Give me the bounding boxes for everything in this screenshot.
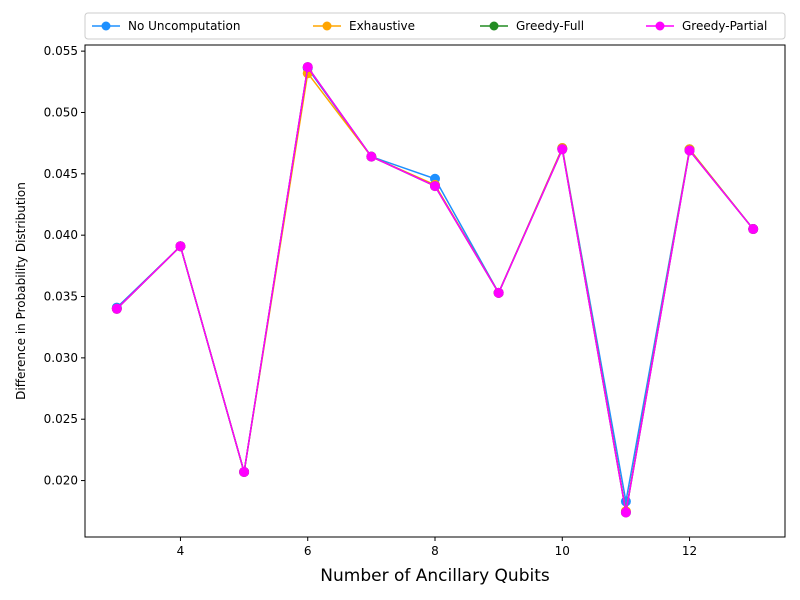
y-tick-label: 0.055: [44, 44, 78, 58]
x-axis: 4 6 8 10 12: [177, 537, 697, 558]
data-point: [748, 224, 759, 235]
series-exhaustive: [111, 68, 759, 517]
series-line: [116, 65, 754, 513]
y-tick-label: 0.040: [44, 228, 78, 242]
data-point: [175, 241, 186, 252]
series-line: [116, 65, 754, 513]
data-point: [111, 303, 122, 314]
legend-item: Exhaustive: [313, 19, 415, 33]
legend: No Uncomputation Exhaustive Greedy-Full Gre…: [84, 12, 786, 40]
legend-marker: [655, 21, 665, 31]
legend-marker: [322, 21, 332, 31]
legend-item: No Uncomputation: [92, 19, 240, 33]
series-line: [116, 66, 754, 502]
data-point: [557, 144, 568, 155]
plot-frame: [84, 44, 786, 538]
x-axis-label: Number of Ancillary Qubits: [320, 566, 550, 586]
y-tick-label: 0.020: [44, 474, 78, 488]
y-tick-label: 0.050: [44, 105, 78, 119]
data-point: [493, 287, 504, 298]
legend-marker: [101, 21, 111, 31]
y-axis: 0.020 0.025 0.030 0.035 0.040 0.045 0.050 0.055: [44, 44, 85, 488]
series-layer: [111, 62, 759, 518]
x-tick-label: 8: [431, 544, 439, 558]
data-point: [239, 466, 250, 477]
y-tick-label: 0.035: [44, 290, 78, 304]
legend-label: Greedy-Partial: [682, 19, 767, 33]
legend-label: Greedy-Full: [516, 19, 584, 33]
data-point: [366, 151, 377, 162]
data-point: [302, 62, 313, 73]
series-no-uncomputation: [111, 63, 759, 507]
series-greedy-full: [111, 62, 759, 518]
legend-item: Greedy-Full: [480, 19, 584, 33]
y-tick-label: 0.030: [44, 351, 78, 365]
x-tick-label: 4: [177, 544, 185, 558]
data-point: [684, 145, 695, 156]
legend-item: Greedy-Partial: [646, 19, 767, 33]
series-line: [116, 71, 754, 512]
y-tick-label: 0.025: [44, 412, 78, 426]
legend-label: No Uncomputation: [128, 19, 240, 33]
legend-label: Exhaustive: [349, 19, 415, 33]
x-tick-label: 10: [555, 544, 570, 558]
data-point: [620, 507, 631, 518]
legend-marker: [489, 21, 499, 31]
y-tick-label: 0.045: [44, 167, 78, 181]
x-tick-label: 12: [682, 544, 697, 558]
series-greedy-partial: [111, 62, 759, 518]
legend-frame: [84, 12, 786, 40]
y-axis-label: Difference in Probability Distribution: [14, 182, 28, 400]
x-tick-label: 6: [304, 544, 312, 558]
data-point: [430, 181, 440, 192]
